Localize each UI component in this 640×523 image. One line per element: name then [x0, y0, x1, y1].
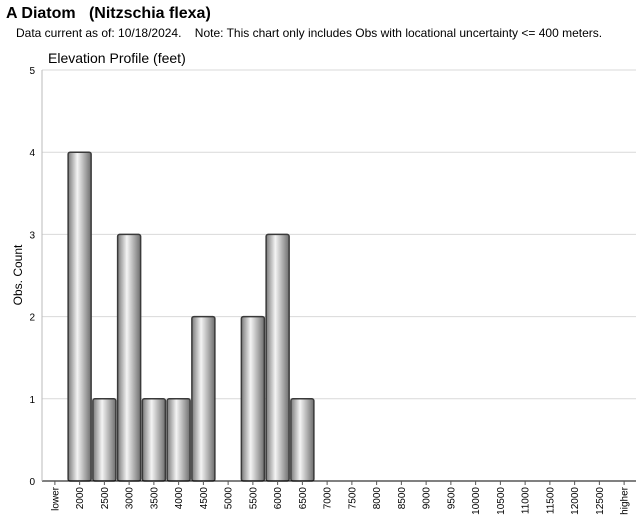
x-tick-label: 7500 [347, 487, 358, 510]
x-tick-label: 11000 [521, 487, 532, 515]
y-tick-label: 3 [29, 230, 35, 241]
data-note: Data current as of: 10/18/2024. Note: Th… [16, 26, 603, 40]
chart-title: Elevation Profile (feet) [48, 50, 186, 66]
x-tick-label: 12500 [595, 487, 606, 515]
x-tick-labels: lower 2000 2500 3000 3500 4000 4500 5000 5500 600… [50, 481, 631, 515]
bar-4000 [166, 398, 191, 482]
x-tick-label: 4500 [199, 487, 210, 510]
bar-6500 [290, 398, 315, 482]
bar-3500 [141, 398, 167, 482]
x-tick-label: 5000 [224, 487, 235, 510]
y-tick-labels: 0 1 2 3 4 5 [29, 66, 35, 488]
x-tick-label: 3000 [125, 487, 136, 510]
x-tick-label: 4000 [174, 487, 185, 510]
x-tick-label: 6000 [273, 487, 284, 510]
x-tick-label: 12000 [570, 487, 581, 515]
y-axis-label: Obs. Count [11, 244, 25, 305]
x-tick-label: 8500 [397, 487, 408, 510]
bar-5500 [240, 315, 266, 482]
bar-6000 [265, 233, 290, 482]
x-tick-label: 11500 [545, 487, 556, 515]
axes [41, 70, 636, 482]
y-tick-label: 5 [29, 66, 35, 77]
x-tick-label: 8000 [372, 487, 383, 510]
x-tick-label: 3500 [149, 487, 160, 510]
x-tick-label: 9500 [446, 487, 457, 510]
y-tick-label: 2 [29, 313, 35, 324]
x-tick-label: higher [620, 486, 631, 514]
x-tick-label: 2000 [75, 487, 86, 510]
bar-2000 [67, 151, 92, 482]
y-tick-label: 4 [29, 148, 35, 159]
x-tick-label: 5500 [248, 487, 259, 510]
bar-2500 [92, 398, 117, 482]
x-tick-label: 7000 [323, 487, 334, 510]
x-tick-label: 10500 [496, 487, 507, 515]
chart-main-title: A Diatom (Nitzschia flexa) [6, 5, 211, 22]
y-tick-label: 1 [29, 395, 35, 406]
x-tick-label: lower [50, 486, 61, 511]
x-tick-label: 9000 [422, 487, 433, 510]
bar-3000 [116, 233, 142, 482]
x-tick-label: 10000 [471, 487, 482, 515]
x-tick-label: 6500 [298, 487, 309, 510]
bars [67, 151, 315, 482]
x-tick-label: 2500 [100, 487, 111, 510]
y-tick-label: 0 [29, 477, 35, 488]
bar-4500 [191, 315, 216, 482]
